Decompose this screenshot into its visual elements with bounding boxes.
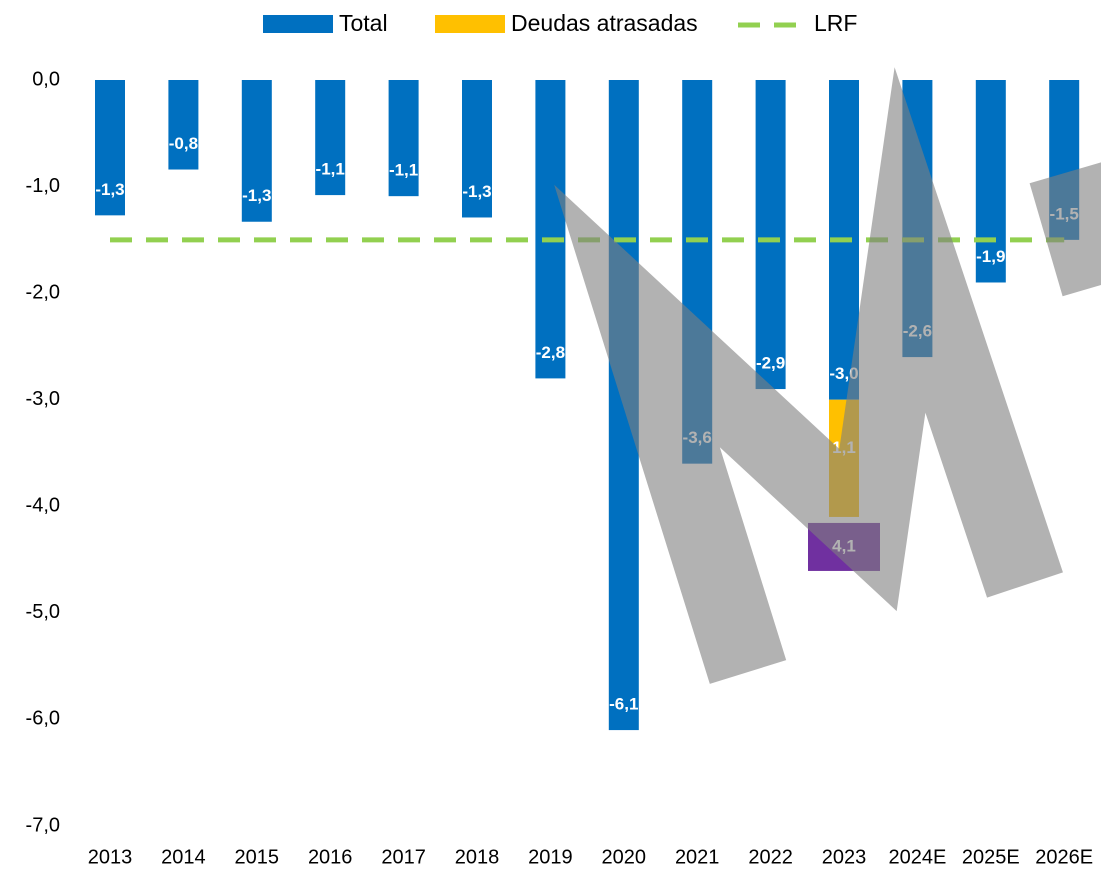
value-label: -6,1 — [609, 695, 638, 714]
value-label: -1,9 — [976, 247, 1005, 266]
y-tick-label: 0,0 — [32, 68, 60, 90]
x-tick-label: 2014 — [161, 846, 206, 868]
watermark — [554, 67, 1063, 684]
x-tick-label: 2015 — [235, 846, 280, 868]
bar — [95, 80, 125, 216]
value-label: -1,1 — [389, 161, 418, 180]
x-tick-label: 2020 — [602, 846, 647, 868]
bar — [168, 80, 199, 170]
x-tick-label: 2019 — [528, 846, 573, 868]
legend-swatch — [435, 15, 505, 33]
value-label: -0,8 — [169, 134, 198, 153]
x-tick-label: 2018 — [455, 846, 500, 868]
x-tick-label: 2025E — [962, 846, 1020, 868]
watermark — [1029, 162, 1101, 297]
y-tick-label: -3,0 — [26, 388, 60, 410]
bar — [535, 80, 566, 379]
legend-label: Deudas atrasadas — [511, 10, 698, 36]
x-tick-label: 2024E — [888, 846, 946, 868]
x-tick-label: 2023 — [822, 846, 867, 868]
value-label: -2,9 — [756, 354, 785, 373]
value-label: -2,8 — [536, 343, 565, 362]
legend-swatch — [263, 15, 333, 33]
y-tick-label: -6,0 — [26, 708, 60, 730]
x-tick-label: 2013 — [88, 846, 133, 868]
bar — [755, 80, 786, 390]
value-label: -1,3 — [462, 182, 491, 201]
bar — [388, 80, 419, 197]
y-tick-label: -5,0 — [26, 601, 60, 623]
x-tick-label: 2022 — [748, 846, 793, 868]
y-tick-label: -7,0 — [26, 814, 60, 836]
value-label: -1,3 — [242, 186, 271, 205]
value-label: -1,3 — [95, 180, 124, 199]
legend-label: Total — [339, 10, 388, 36]
legend-label: LRF — [814, 10, 857, 36]
y-tick-label: -2,0 — [26, 281, 60, 303]
bar — [241, 80, 272, 222]
y-tick-label: -4,0 — [26, 495, 60, 517]
x-tick-label: 2017 — [381, 846, 426, 868]
bar — [975, 80, 1006, 283]
x-tick-label: 2026E — [1035, 846, 1093, 868]
y-tick-label: -1,0 — [26, 175, 60, 197]
bar — [462, 80, 492, 218]
x-tick-label: 2021 — [675, 846, 720, 868]
x-tick-label: 2016 — [308, 846, 353, 868]
bar — [315, 80, 346, 196]
value-label: -1,1 — [316, 160, 345, 179]
